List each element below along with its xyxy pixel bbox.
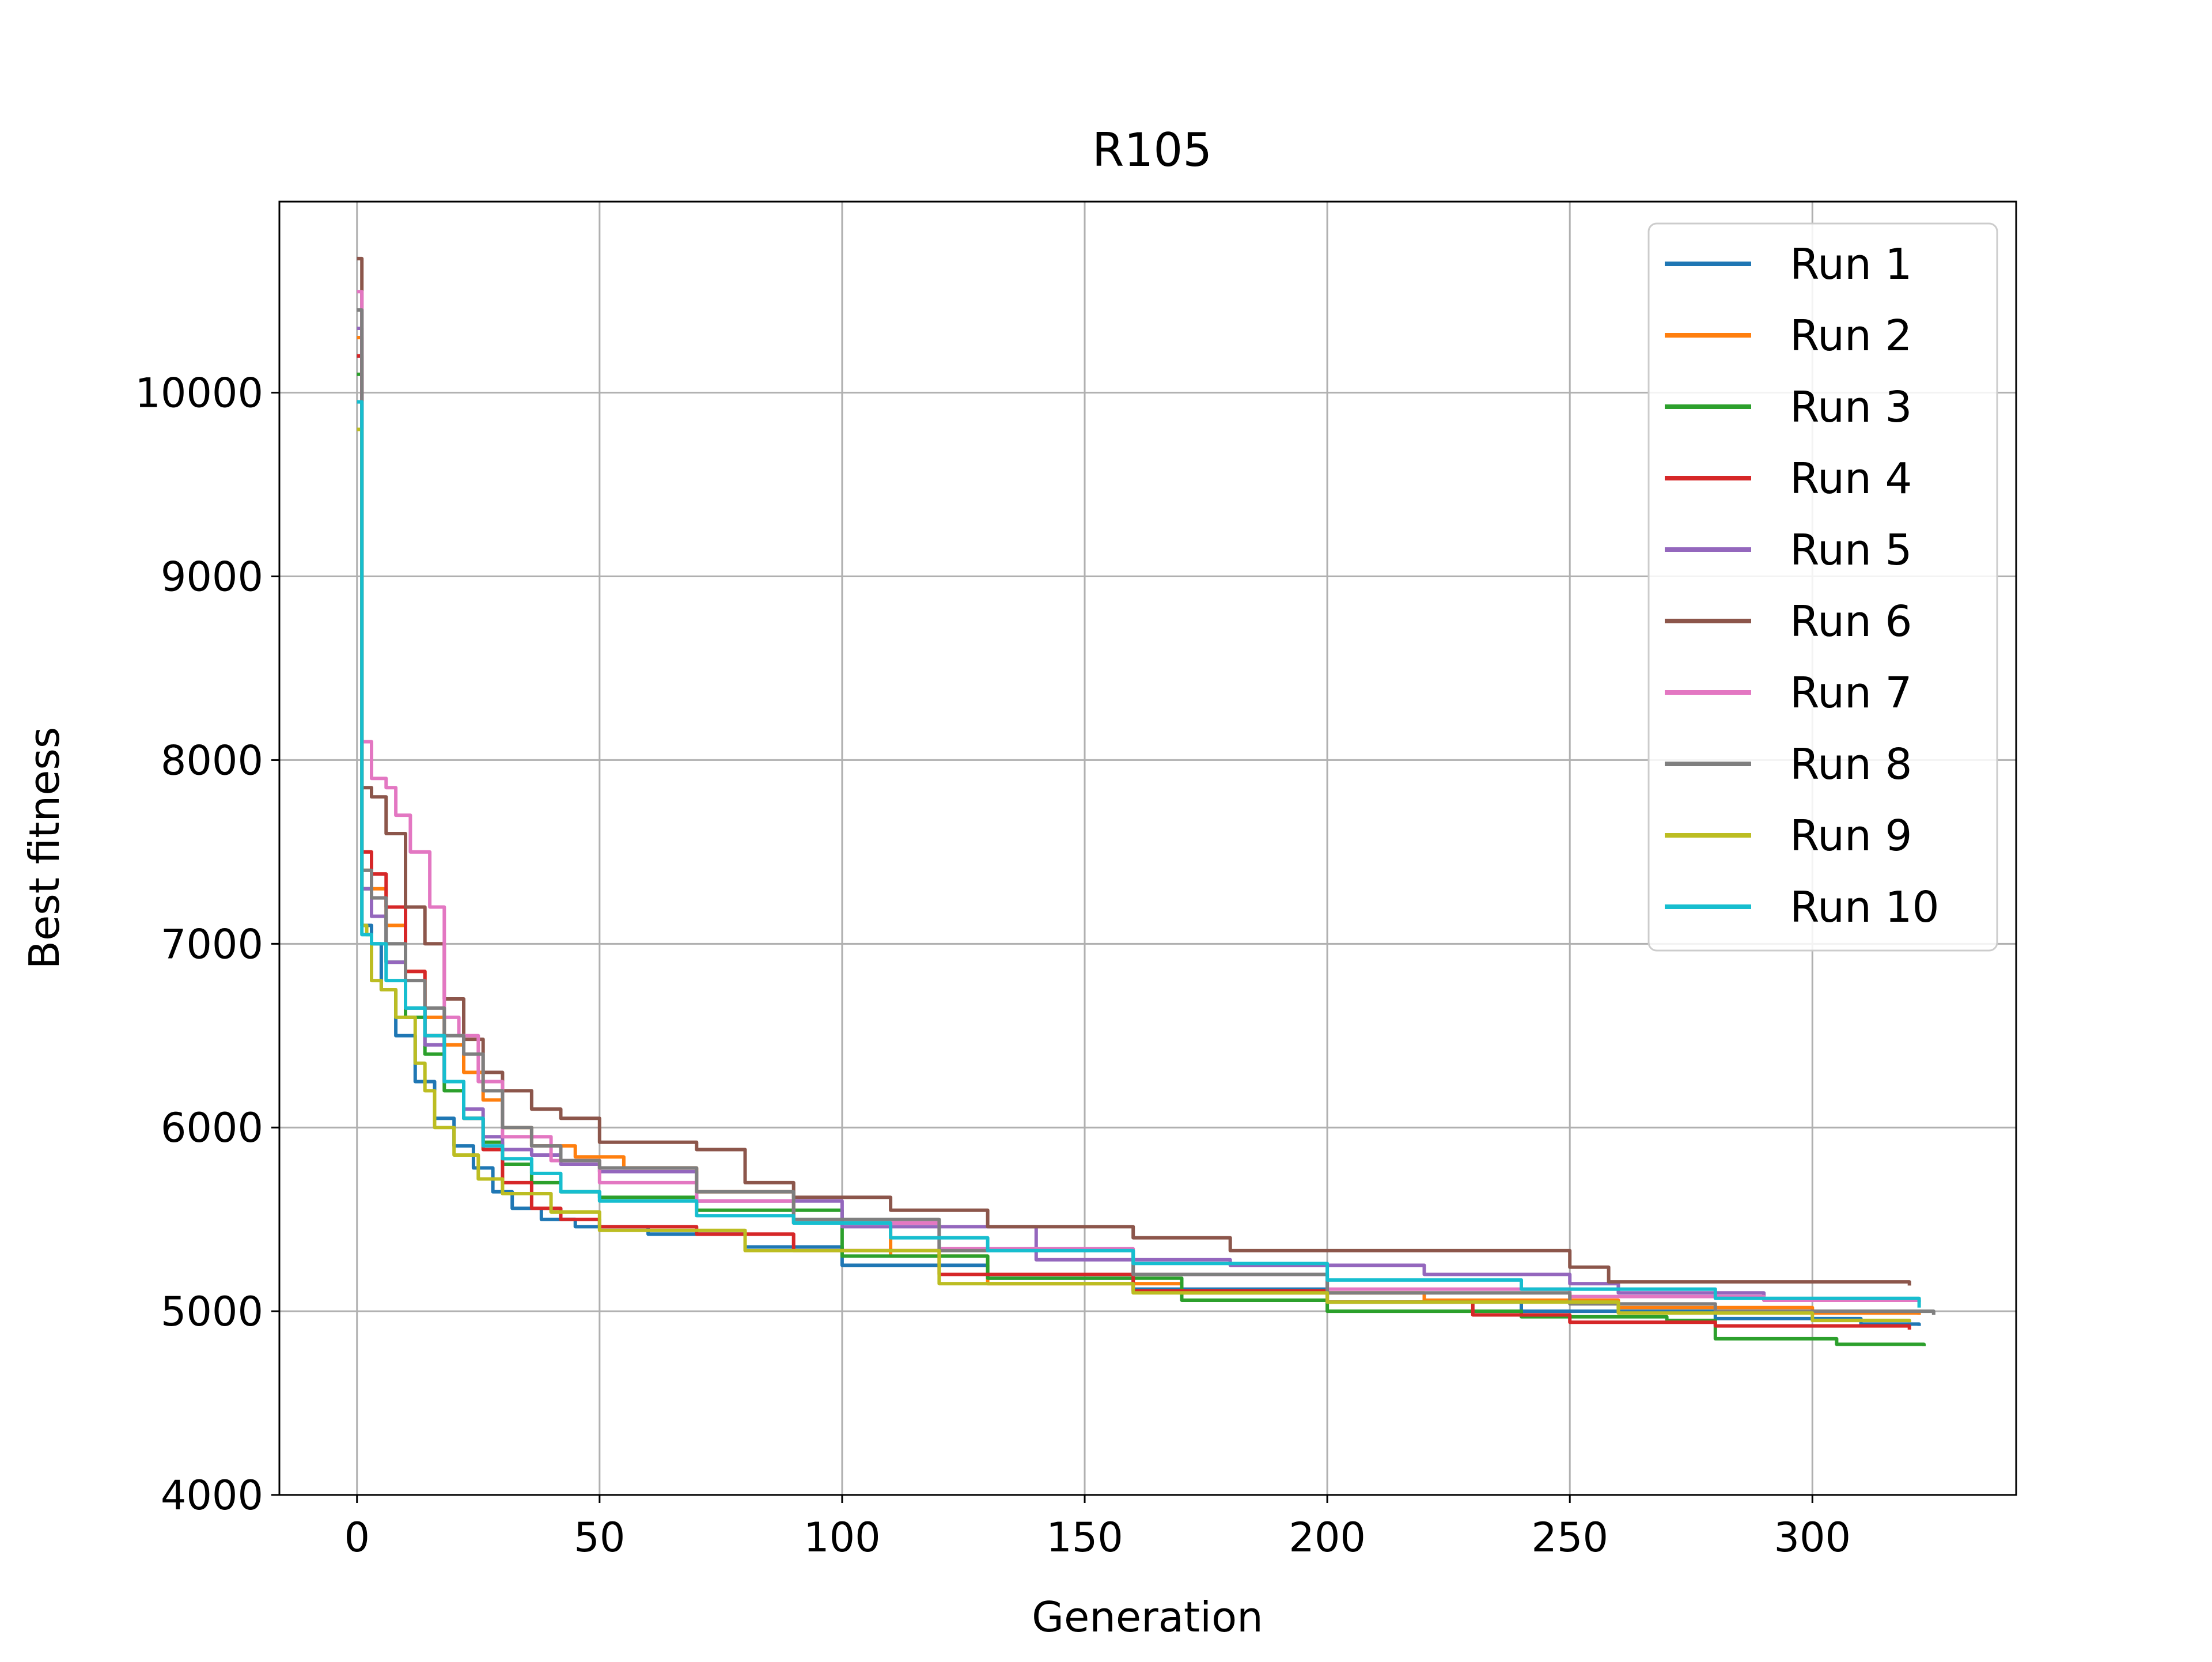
legend: Run 1 Run 2 Run 3 Run 4 Run 5 Run 6 Run 7 Run 8… [1647,222,1998,952]
series-lines [357,256,1936,1346]
legend-label-run-1: Run 1 [1790,240,1912,289]
y-tick-label: 9000 [161,554,263,601]
x-axis-label: Generation [1032,1593,1263,1641]
series-line-run-9 [357,427,1911,1323]
legend-label-run-6: Run 6 [1790,597,1912,646]
y-tick-label: 6000 [161,1104,263,1152]
y-tick-label: 8000 [161,737,263,784]
y-tick-label: 7000 [161,921,263,968]
x-tick-label: 150 [1046,1514,1123,1561]
plot-frame [278,200,2017,1496]
legend-label-run-5: Run 5 [1790,525,1912,575]
series-line-run-6 [357,256,1911,1286]
legend-label-run-3: Run 3 [1790,383,1912,432]
legend-label-run-10: Run 10 [1790,883,1940,932]
legend-label-run-9: Run 9 [1790,811,1912,861]
x-tick-label: 0 [344,1514,370,1561]
y-tick-label: 10000 [135,370,263,417]
x-tick-label: 200 [1289,1514,1366,1561]
y-tick-label: 4000 [161,1472,263,1519]
y-tick-label: 5000 [161,1288,263,1335]
legend-label-run-7: Run 7 [1790,668,1912,718]
y-axis-label: Best fitness [20,727,69,970]
series-line-run-10 [357,400,1921,1308]
x-tick-label: 100 [804,1514,881,1561]
legend-label-run-4: Run 4 [1790,454,1912,503]
x-tick-label: 250 [1531,1514,1608,1561]
legend-label-run-2: Run 2 [1790,311,1912,361]
x-tick-label: 50 [574,1514,625,1561]
axis-ticks: 0 50 100 150 200 250 300 4000 5000 6000 7000 8000 90… [135,370,1851,1561]
x-tick-label: 300 [1774,1514,1851,1561]
chart-title: R105 [1092,123,1212,177]
legend-label-run-8: Run 8 [1790,740,1912,789]
